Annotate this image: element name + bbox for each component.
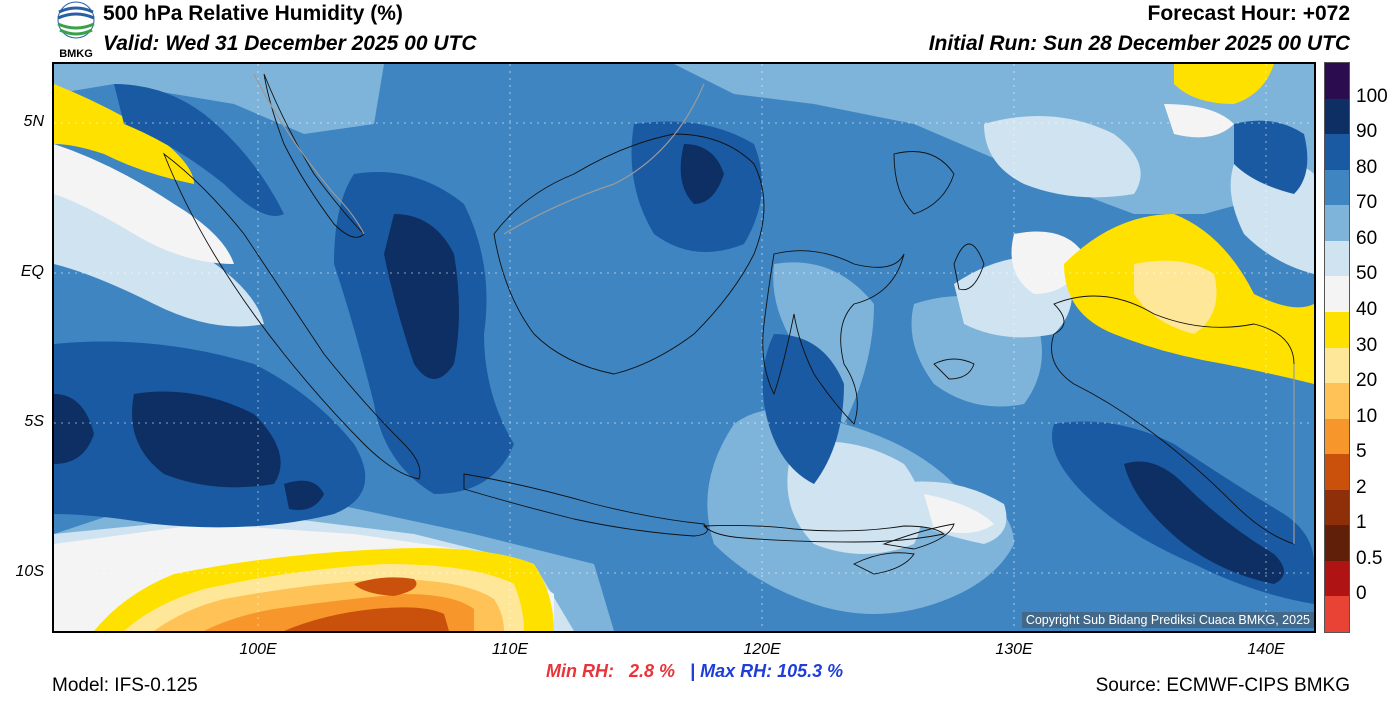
humidity-map[interactable]	[52, 62, 1316, 633]
valid-time: Valid: Wed 31 December 2025 00 UTC	[103, 32, 477, 55]
colorbar-segment	[1325, 560, 1349, 597]
colorbar-segment	[1325, 383, 1349, 419]
rh-region-c95-4	[54, 394, 94, 464]
colorbar	[1324, 62, 1350, 633]
lat-label-5n: 5N	[23, 113, 44, 130]
colorbar-label: 0.5	[1356, 547, 1383, 569]
colorbar-segment	[1325, 205, 1349, 241]
rh-region-c85-4	[1234, 120, 1308, 194]
colorbar-label: 50	[1356, 263, 1378, 285]
model-name: Model: IFS-0.125	[52, 675, 198, 696]
copyright-notice: Copyright Sub Bidang Prediksi Cuaca BMKG…	[1021, 612, 1314, 628]
bmkg-logo: BMKG	[50, 0, 102, 60]
forecast-hour: Forecast Hour: +072	[1147, 2, 1351, 25]
colorbar-label: 100	[1356, 85, 1388, 107]
initial-run: Initial Run: Sun 28 December 2025 00 UTC	[928, 32, 1350, 55]
lat-label-eq: EQ	[20, 263, 44, 280]
colorbar-label: 40	[1356, 298, 1378, 320]
lat-label-10s: 10S	[15, 563, 44, 580]
map-title: 500 hPa Relative Humidity (%)	[103, 2, 403, 25]
colorbar-label: 0	[1356, 583, 1367, 605]
rh-region-c65-3	[773, 262, 874, 424]
colorbar-label: 80	[1356, 156, 1378, 178]
rh-region-c95-3	[680, 144, 724, 204]
rh-region-c3-0	[284, 607, 449, 631]
colorbar-segment	[1325, 454, 1349, 490]
humidity-field	[54, 64, 1314, 631]
lon-label-100e: 100E	[239, 641, 277, 658]
rh-region-c95-1	[132, 391, 281, 488]
colorbar-segment	[1325, 240, 1349, 277]
rh-region-c3-1	[354, 577, 417, 596]
rh-region-c45-2	[1164, 104, 1234, 138]
rh-region-c65-0	[54, 64, 384, 134]
rh-region-c35-0	[54, 84, 194, 184]
rh-region-c35-2	[1174, 64, 1274, 104]
bmkg-logo-icon: BMKG	[57, 1, 95, 60]
colorbar-segment	[1325, 525, 1349, 561]
colorbar-segment	[1325, 489, 1349, 526]
min-rh-value: 2.8 %	[629, 661, 676, 681]
colorbar-segment	[1325, 134, 1349, 170]
lon-label-110e: 110E	[491, 641, 529, 658]
colorbar-segment	[1325, 63, 1349, 99]
lon-label-130e: 130E	[995, 641, 1033, 658]
lat-label-5s: 5S	[24, 413, 44, 430]
logo-text: BMKG	[59, 48, 93, 60]
colorbar-label: 1	[1356, 512, 1367, 534]
colorbar-segment	[1325, 276, 1349, 312]
rh-region-c85-6	[114, 84, 284, 216]
colorbar-segment	[1325, 418, 1349, 455]
min-rh-label: Min RH:	[546, 661, 614, 681]
rh-stats: Min RH: 2.8 % | Max RH: 105.3 %	[546, 661, 843, 682]
rh-region-c45-0	[54, 144, 234, 264]
rh-region-c95-5	[284, 480, 324, 510]
data-source: Source: ECMWF-CIPS BMKG	[1095, 675, 1350, 696]
rh-region-c45-4	[924, 494, 994, 533]
colorbar-segment	[1325, 169, 1349, 206]
colorbar-label: 5	[1356, 441, 1367, 463]
colorbar-label: 2	[1356, 476, 1367, 498]
colorbar-label: 90	[1356, 121, 1378, 143]
colorbar-segment	[1325, 98, 1349, 135]
rh-region-c95-2	[1124, 461, 1284, 584]
lon-label-140e: 140E	[1247, 641, 1285, 658]
colorbar-label: 70	[1356, 192, 1378, 214]
colorbar-segment	[1325, 311, 1349, 348]
stats-separator: |	[690, 661, 696, 681]
colorbar-segment	[1325, 596, 1349, 632]
lon-label-120e: 120E	[743, 641, 781, 658]
rh-region-c25-0	[1134, 260, 1217, 334]
colorbar-label: 60	[1356, 227, 1378, 249]
colorbar-label: 30	[1356, 334, 1378, 356]
colorbar-label: 10	[1356, 405, 1378, 427]
rh-region-c85-5	[762, 334, 844, 484]
colorbar-segment	[1325, 347, 1349, 384]
rh-region-c55-0	[984, 116, 1141, 198]
max-rh-value: 105.3 %	[777, 661, 844, 681]
max-rh-label: Max RH:	[700, 661, 773, 681]
rh-region-c95-0	[384, 214, 459, 379]
colorbar-label: 20	[1356, 370, 1378, 392]
